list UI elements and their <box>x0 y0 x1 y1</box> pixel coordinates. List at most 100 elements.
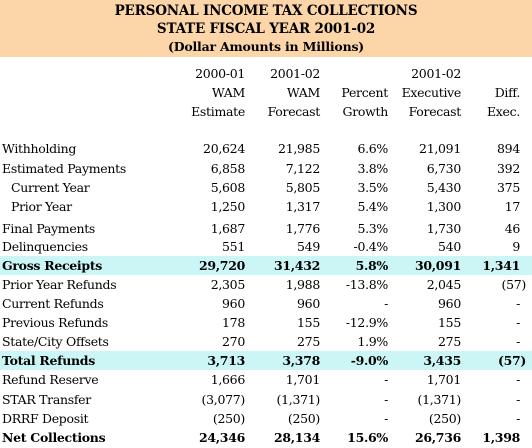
cell-2001-02-forecast: 1,317 <box>285 199 321 214</box>
row-label: Current Year <box>11 180 90 195</box>
cell-2001-02-forecast: 3,378 <box>282 353 320 368</box>
column-header-line-2: WAM <box>286 85 320 100</box>
cell-percent-growth: 5.4% <box>357 199 388 214</box>
cell-executive-forecast: 540 <box>438 239 461 254</box>
cell-diff-exec: - <box>516 334 520 349</box>
column-header-line-2: Executive <box>401 85 462 100</box>
cell-diff-exec: (57) <box>497 353 526 368</box>
cell-executive-forecast: 1,300 <box>426 199 462 214</box>
cell-percent-growth: -13.8% <box>345 277 388 292</box>
cell-2001-02-forecast: 21,985 <box>278 141 320 156</box>
table-row: DRRF Deposit (250) (250) - (250) - <box>0 409 532 428</box>
cell-2001-02-forecast: 549 <box>297 239 320 254</box>
column-header-line-3: Exec. <box>486 104 520 119</box>
cell-2001-02-forecast: 960 <box>297 296 320 311</box>
table-row: Previous Refunds 178 155 -12.9% 155 - <box>0 313 532 332</box>
cell-diff-exec: 1,398 <box>482 430 520 445</box>
cell-2000-01-estimate: 3,713 <box>207 353 245 368</box>
column-header-line-3: Forecast <box>408 104 462 119</box>
row-label: Final Payments <box>2 221 96 236</box>
cell-executive-forecast: 30,091 <box>414 258 461 273</box>
cell-percent-growth: 6.6% <box>357 141 388 156</box>
row-label: Previous Refunds <box>2 315 108 330</box>
cell-diff-exec: - <box>516 372 520 387</box>
column-header-line-2: Diff. <box>494 85 521 100</box>
table-row: Estimated Payments 6,858 7,122 3.8% 6,730 392 <box>0 159 532 178</box>
cell-executive-forecast: 21,091 <box>419 141 461 156</box>
cell-2001-02-forecast: 1,988 <box>285 277 321 292</box>
table-row: Refund Reserve 1,666 1,701 - 1,701 - <box>0 370 532 389</box>
cell-percent-growth: -0.4% <box>353 239 389 254</box>
cell-diff-exec: - <box>516 392 520 407</box>
column-header-line-1: 2000-01 <box>195 66 245 81</box>
cell-diff-exec: 9 <box>512 239 520 254</box>
cell-executive-forecast: (1,371) <box>417 392 462 407</box>
row-label: Estimated Payments <box>2 161 126 176</box>
cell-diff-exec: - <box>516 315 520 330</box>
title-line-3: (Dollar Amounts in Millions) <box>167 39 365 54</box>
cell-2000-01-estimate: 6,858 <box>210 161 246 176</box>
cell-executive-forecast: 2,045 <box>426 277 462 292</box>
cell-executive-forecast: 275 <box>438 334 461 349</box>
cell-2000-01-estimate: 178 <box>222 315 245 330</box>
cell-percent-growth: -12.9% <box>345 315 388 330</box>
cell-percent-growth: 5.3% <box>357 221 388 236</box>
cell-percent-growth: 3.8% <box>357 161 388 176</box>
row-label: Prior Year Refunds <box>2 277 117 292</box>
cell-2001-02-forecast: 275 <box>297 334 320 349</box>
cell-executive-forecast: 3,435 <box>423 353 461 368</box>
row-label: DRRF Deposit <box>2 411 89 426</box>
column-header-line-3: Estimate <box>191 104 245 119</box>
table-row: Delinquencies 551 549 -0.4% 540 9 <box>0 237 532 256</box>
cell-executive-forecast: 26,736 <box>414 430 461 445</box>
column-header-line-1 <box>341 64 388 83</box>
cell-percent-growth: 3.5% <box>357 180 388 195</box>
row-label: State/City Offsets <box>2 334 109 349</box>
cell-2000-01-estimate: 270 <box>222 334 245 349</box>
row-label: Gross Receipts <box>2 258 103 273</box>
column-header-line-2: WAM <box>211 85 245 100</box>
cell-2000-01-estimate: 1,687 <box>210 221 246 236</box>
cell-diff-exec: - <box>516 296 520 311</box>
cell-diff-exec: 894 <box>497 141 520 156</box>
cell-2001-02-forecast: (1,371) <box>276 392 321 407</box>
row-label: Net Collections <box>2 430 106 445</box>
column-header-line-1: 2001-02 <box>411 66 461 81</box>
cell-percent-growth: 15.6% <box>347 430 388 445</box>
row-label: Prior Year <box>11 199 72 214</box>
table-row: Final Payments 1,687 1,776 5.3% 1,730 46 <box>0 219 532 238</box>
cell-2001-02-forecast: 7,122 <box>285 161 321 176</box>
table-row: State/City Offsets 270 275 1.9% 275 - <box>0 332 532 351</box>
cell-2001-02-forecast: 155 <box>297 315 320 330</box>
cell-2000-01-estimate: 2,305 <box>210 277 246 292</box>
cell-executive-forecast: 155 <box>438 315 461 330</box>
cell-executive-forecast: 1,730 <box>426 221 462 236</box>
cell-executive-forecast: 6,730 <box>426 161 462 176</box>
column-header-2001-02-wam-forecast: 2001-02 WAM Forecast <box>268 64 321 124</box>
cell-percent-growth: -9.0% <box>350 353 389 368</box>
cell-2000-01-estimate: 960 <box>222 296 245 311</box>
cell-2000-01-estimate: 1,666 <box>210 372 246 387</box>
cell-2001-02-forecast: 5,805 <box>285 180 321 195</box>
title-line-1: PERSONAL INCOME TAX COLLECTIONS <box>114 3 418 19</box>
cell-diff-exec: (57) <box>501 277 527 292</box>
cell-2000-01-estimate: 24,346 <box>198 430 245 445</box>
cell-percent-growth: - <box>384 372 388 387</box>
table-row: Gross Receipts 29,720 31,432 5.8% 30,091 1,34… <box>0 256 532 275</box>
cell-percent-growth: - <box>384 392 388 407</box>
cell-2000-01-estimate: 29,720 <box>198 258 245 273</box>
column-header-percent-growth: Percent Growth <box>341 64 388 124</box>
table-row: Current Year 5,608 5,805 3.5% 5,430 375 <box>0 178 532 197</box>
cell-2000-01-estimate: (3,077) <box>201 392 246 407</box>
column-header-2000-01-wam-estimate: 2000-01 WAM Estimate <box>191 64 245 124</box>
cell-2001-02-forecast: 1,776 <box>285 221 321 236</box>
table-row: Withholding 20,624 21,985 6.6% 21,091 894 <box>0 139 532 158</box>
table-row: Net Collections 24,346 28,134 15.6% 26,736 1,… <box>0 428 532 447</box>
cell-diff-exec: 1,341 <box>482 258 520 273</box>
cell-diff-exec: 17 <box>504 199 521 214</box>
cell-2000-01-estimate: 1,250 <box>210 199 246 214</box>
cell-diff-exec: 375 <box>497 180 520 195</box>
cell-2001-02-forecast: 31,432 <box>273 258 320 273</box>
table-row: Prior Year Refunds 2,305 1,988 -13.8% 2,045 (… <box>0 275 532 294</box>
